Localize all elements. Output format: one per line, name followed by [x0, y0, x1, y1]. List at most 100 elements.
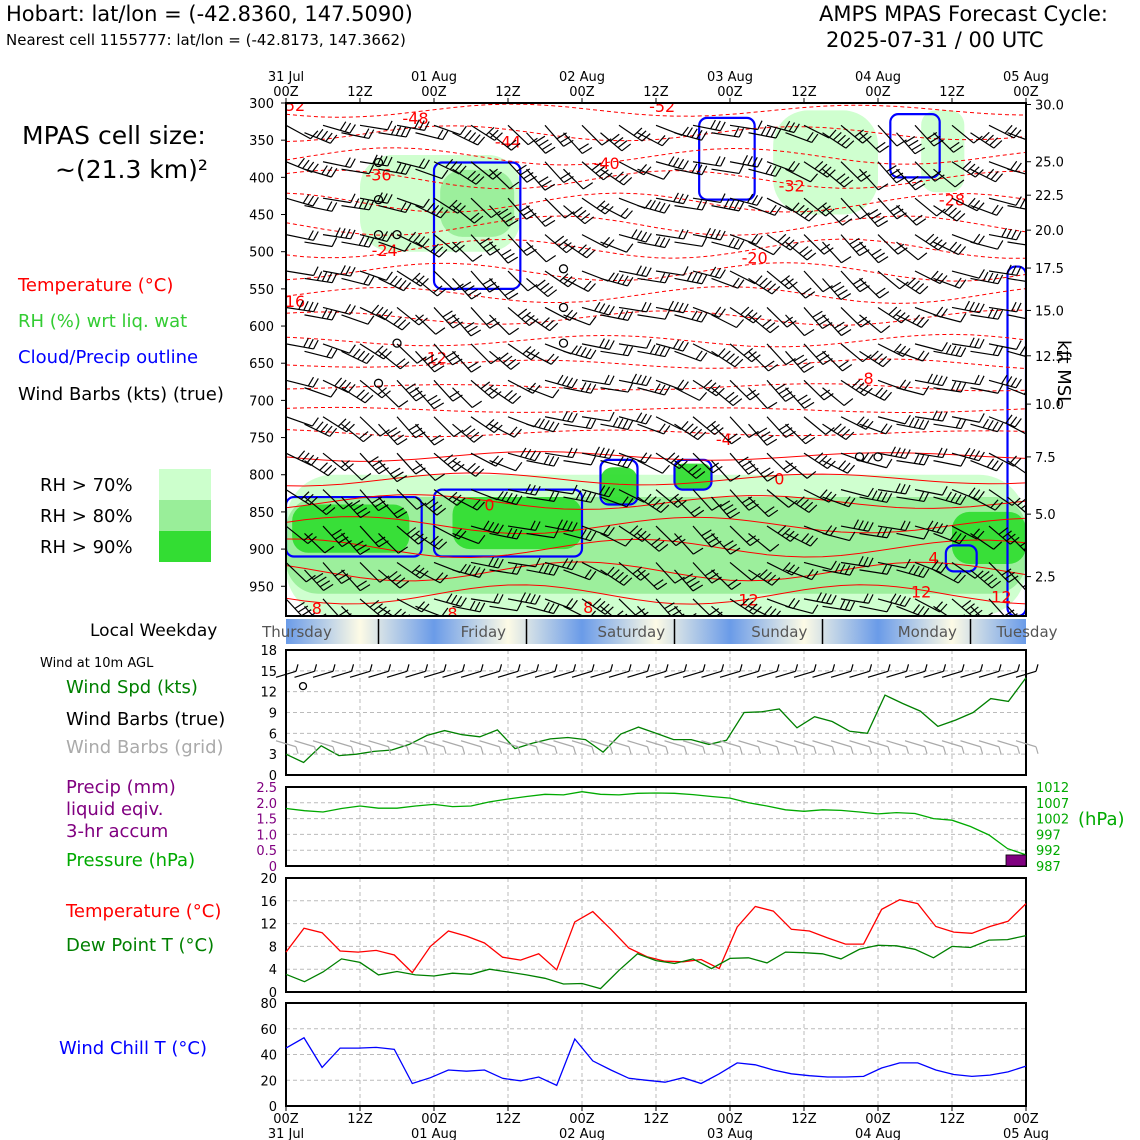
wind-barb-feather — [940, 563, 948, 574]
wind-barb-feather — [853, 519, 859, 529]
wind-barb-feather — [512, 395, 522, 404]
cloud-outline-1 — [698, 116, 756, 201]
wind-barb-feather — [915, 283, 925, 292]
wind-barb-feather — [804, 329, 815, 337]
wind-barb-feather — [559, 273, 569, 282]
wind-barb — [489, 527, 523, 540]
wind-barb — [526, 168, 556, 191]
wind-barb-feather — [974, 374, 980, 385]
wind-barb-feather — [867, 522, 874, 532]
wind-barb-feather — [388, 570, 398, 579]
grid-barb-feather — [757, 746, 762, 754]
date-label-top: 05 Aug — [1003, 70, 1049, 85]
wind-barb-feather — [843, 179, 854, 188]
pressure-tick-label: 987 — [1036, 860, 1061, 875]
wind-barb-feather — [497, 208, 509, 216]
wind-barb-feather — [382, 193, 388, 203]
wind-barb-shaft — [359, 416, 381, 437]
wind-barb-feather — [918, 567, 925, 577]
wind-barb-feather — [930, 270, 939, 280]
wind-barb — [859, 314, 891, 334]
wind-barb-feather — [681, 381, 689, 391]
wind-barb — [526, 241, 557, 263]
wind-barb-shaft — [322, 598, 340, 616]
wind-barb-feather — [799, 246, 809, 254]
wind-barb — [877, 124, 907, 147]
wind-barb-feather — [770, 127, 777, 138]
date-label-top: 04 Aug — [855, 70, 901, 85]
wind-barb — [378, 125, 412, 138]
wind-barb-shaft — [803, 234, 825, 255]
wind-barb-shaft — [304, 533, 326, 554]
wind-barb-feather — [516, 529, 523, 540]
wind-barb-feather — [516, 601, 523, 611]
wind-barb-feather — [806, 252, 817, 261]
wind-barb-feather — [757, 120, 763, 130]
wind-barb-feather — [830, 595, 837, 605]
wind-barb-feather — [498, 594, 504, 604]
y-tick-label: 0 — [269, 986, 277, 1001]
wind-barb-feather — [580, 347, 587, 357]
wind-barb-feather — [936, 523, 944, 533]
wind-barb-feather — [942, 411, 948, 422]
wind-barb — [674, 200, 708, 211]
wind-barb — [766, 160, 800, 173]
wind-barb-feather — [302, 159, 310, 169]
wind-barb-feather — [886, 565, 893, 575]
wind-barb — [711, 237, 745, 250]
wind-barb — [618, 197, 652, 209]
wind-barb-feather — [342, 502, 353, 510]
wind-barb-feather — [752, 314, 762, 324]
wind-barb — [970, 345, 1004, 357]
wind-barb-feather — [368, 200, 375, 211]
wind-barb — [581, 374, 615, 386]
isotherm-line — [286, 584, 1026, 605]
y-tick-label: 40 — [260, 1049, 277, 1064]
wind-barb-feather — [338, 379, 347, 389]
wind-barb-shaft — [581, 561, 608, 576]
wind-barb-feather — [552, 422, 560, 432]
surface-barb-feather — [387, 664, 392, 672]
wind-barb-feather — [541, 216, 552, 224]
wind-barb-shaft — [415, 460, 436, 481]
wind-barb-feather — [547, 289, 558, 298]
wind-barb-feather — [808, 504, 818, 513]
wind-barb — [618, 265, 652, 278]
wind-barb-feather — [397, 438, 408, 446]
wind-barb — [526, 387, 560, 399]
wind-barb-feather — [677, 158, 685, 169]
wind-barb-feather — [651, 537, 661, 546]
wind-barb — [914, 161, 945, 182]
wind-barb — [526, 528, 560, 539]
wind-barb-feather — [306, 454, 315, 464]
wind-barb-shaft — [711, 277, 738, 289]
wind-barb-feather — [715, 120, 721, 131]
wind-barb-feather — [424, 121, 430, 131]
grid-barb-feather — [554, 746, 558, 754]
wind-barb-shaft — [822, 532, 850, 542]
wind-barb-shaft — [877, 270, 901, 290]
wind-barb-shaft — [988, 197, 1017, 206]
wind-barb-feather — [736, 319, 744, 328]
wind-barb-feather — [319, 580, 331, 588]
weekday-label: Monday — [898, 623, 957, 641]
wind-barb-shaft — [304, 460, 329, 477]
wind-barb-shaft — [859, 460, 887, 469]
wind-barb-feather — [306, 161, 315, 171]
wind-barb-feather — [1001, 568, 1012, 576]
wind-barb-feather — [674, 457, 684, 467]
wind-barb-feather — [686, 127, 693, 137]
wind-barb-shaft — [785, 605, 813, 615]
wind-barb-feather — [996, 422, 1004, 433]
wind-barb — [618, 489, 652, 503]
wind-barb-feather — [977, 491, 985, 501]
grid-barb — [516, 740, 537, 748]
wind-barb-feather — [343, 381, 352, 391]
wind-barb-feather — [321, 272, 328, 282]
wind-barb-feather — [479, 237, 490, 245]
height-tick-label: 12.5 — [1035, 350, 1064, 365]
surface-barb-feather — [480, 664, 484, 672]
wind-barb-shaft — [359, 124, 388, 131]
cell-size-label: MPAS cell size: — [22, 121, 206, 150]
isotherm-line — [286, 125, 1026, 143]
